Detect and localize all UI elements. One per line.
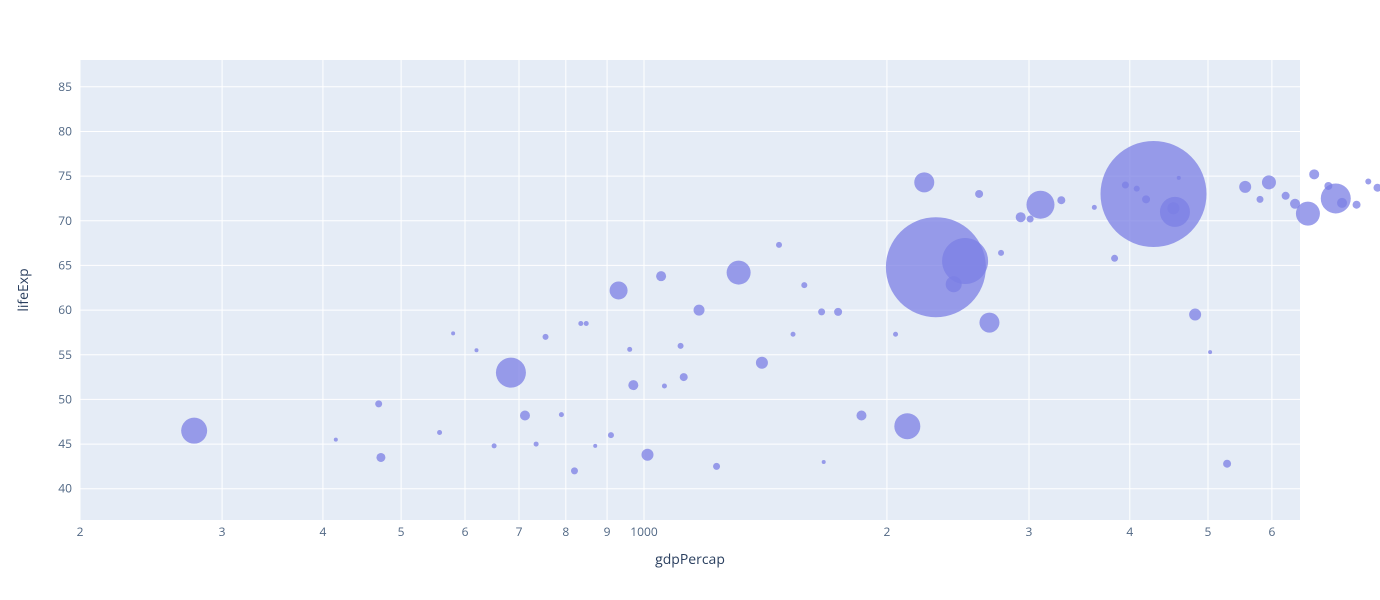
bubble-point[interactable] <box>474 348 478 352</box>
bubble-point[interactable] <box>578 321 583 326</box>
x-minor-tick-label: 9 <box>604 523 611 540</box>
bubble-point[interactable] <box>520 411 530 421</box>
y-tick-label: 65 <box>58 256 72 273</box>
bubble-point[interactable] <box>593 444 597 448</box>
bubble-point[interactable] <box>727 261 751 285</box>
bubble-point[interactable] <box>1101 141 1207 247</box>
bubble-point[interactable] <box>1223 460 1231 468</box>
x-minor-tick-label: 5 <box>398 523 405 540</box>
bubble-point[interactable] <box>893 332 898 337</box>
bubble-point[interactable] <box>437 430 442 435</box>
bubble-point[interactable] <box>1026 191 1054 219</box>
bubble-point[interactable] <box>1027 215 1034 222</box>
x-minor-tick-label: 4 <box>1126 523 1133 540</box>
bubble-point[interactable] <box>942 238 988 284</box>
bubble-point[interactable] <box>1057 196 1065 204</box>
bubble-point[interactable] <box>1189 309 1201 321</box>
x-minor-tick-label: 7 <box>516 523 523 540</box>
bubble-point[interactable] <box>610 281 628 299</box>
bubble-point[interactable] <box>1208 350 1212 354</box>
bubble-point[interactable] <box>1092 205 1097 210</box>
bubble-point[interactable] <box>1262 175 1276 189</box>
bubble-point[interactable] <box>451 331 455 335</box>
x-minor-tick-label: 8 <box>562 523 569 540</box>
bubble-point[interactable] <box>376 453 385 462</box>
bubble-point[interactable] <box>1282 192 1290 200</box>
bubble-chart[interactable]: 404550556065707580852345678923456100010k… <box>0 0 1380 600</box>
x-axis-title: gdpPercap <box>655 550 725 569</box>
bubble-point[interactable] <box>776 242 782 248</box>
bubble-point[interactable] <box>1296 202 1320 226</box>
bubble-point[interactable] <box>1239 181 1251 193</box>
bubble-point[interactable] <box>756 357 768 369</box>
bubble-point[interactable] <box>1160 197 1190 227</box>
x-minor-tick-label: 6 <box>1268 523 1275 540</box>
bubble-point[interactable] <box>492 443 497 448</box>
bubble-point[interactable] <box>571 467 578 474</box>
bubble-point[interactable] <box>496 358 526 388</box>
x-minor-tick-label: 5 <box>1205 523 1212 540</box>
bubble-point[interactable] <box>678 343 684 349</box>
y-tick-label: 45 <box>58 435 72 452</box>
y-tick-label: 70 <box>58 212 72 229</box>
bubble-point[interactable] <box>584 321 589 326</box>
bubble-point[interactable] <box>801 282 807 288</box>
bubble-point[interactable] <box>914 172 934 192</box>
x-minor-tick-label: 3 <box>219 523 226 540</box>
bubble-point[interactable] <box>1373 184 1380 192</box>
bubble-point[interactable] <box>1177 176 1181 180</box>
bubble-point[interactable] <box>1309 169 1319 179</box>
bubble-point[interactable] <box>534 442 539 447</box>
bubble-point[interactable] <box>641 449 653 461</box>
bubble-point[interactable] <box>1257 196 1264 203</box>
y-tick-label: 75 <box>58 167 72 184</box>
x-minor-tick-label: 2 <box>883 523 890 540</box>
bubble-point[interactable] <box>713 463 720 470</box>
bubble-point[interactable] <box>1016 212 1026 222</box>
bubble-point[interactable] <box>894 413 920 439</box>
bubble-point[interactable] <box>975 190 983 198</box>
y-tick-label: 80 <box>58 122 72 139</box>
bubble-point[interactable] <box>680 373 688 381</box>
bubble-point[interactable] <box>818 308 825 315</box>
bubble-point[interactable] <box>1353 201 1361 209</box>
bubble-point[interactable] <box>1337 198 1347 208</box>
bubble-point[interactable] <box>998 250 1004 256</box>
y-tick-label: 40 <box>58 480 72 497</box>
bubble-point[interactable] <box>181 418 207 444</box>
bubble-point[interactable] <box>856 411 866 421</box>
bubble-point[interactable] <box>543 334 549 340</box>
bubble-point[interactable] <box>791 332 796 337</box>
bubble-point[interactable] <box>1111 255 1118 262</box>
y-axis-title: lifeExp <box>14 268 33 311</box>
x-minor-tick-label: 3 <box>1026 523 1033 540</box>
x-minor-tick-label: 6 <box>462 523 469 540</box>
x-minor-tick-label: 4 <box>319 523 326 540</box>
bubble-point[interactable] <box>822 460 826 464</box>
bubble-point[interactable] <box>979 313 999 333</box>
chart-container: 404550556065707580852345678923456100010k… <box>0 0 1380 600</box>
bubble-point[interactable] <box>375 400 382 407</box>
x-major-tick-label: 1000 <box>630 523 658 540</box>
bubble-point[interactable] <box>656 271 666 281</box>
bubble-point[interactable] <box>608 432 614 438</box>
bubble-point[interactable] <box>694 305 705 316</box>
bubble-point[interactable] <box>628 380 638 390</box>
bubble-point[interactable] <box>1321 183 1351 213</box>
bubble-point[interactable] <box>1365 178 1371 184</box>
y-tick-label: 55 <box>58 346 72 363</box>
y-tick-label: 60 <box>58 301 72 318</box>
bubble-point[interactable] <box>627 347 632 352</box>
y-tick-label: 85 <box>58 78 72 95</box>
y-tick-label: 50 <box>58 390 72 407</box>
bubble-point[interactable] <box>662 384 667 389</box>
bubble-point[interactable] <box>334 438 338 442</box>
bubble-point[interactable] <box>559 412 564 417</box>
plot-background[interactable] <box>80 60 1300 520</box>
x-minor-tick-label: 2 <box>77 523 84 540</box>
bubble-point[interactable] <box>834 308 842 316</box>
